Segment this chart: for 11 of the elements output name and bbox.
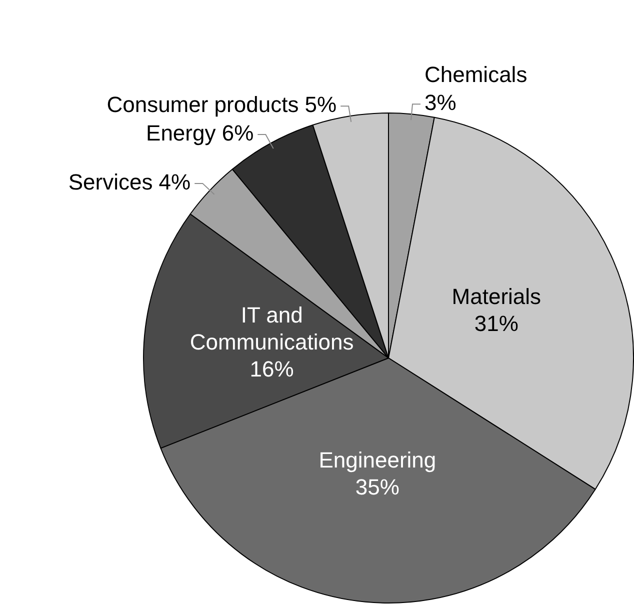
slice-label: Engineering <box>318 448 436 473</box>
slice-label: Consumer products 5% <box>106 92 337 118</box>
slice-label: IT and Communications <box>190 302 354 354</box>
data-label: 16% <box>250 356 294 382</box>
slice-label: Materials <box>452 284 542 309</box>
data-label: 31% <box>474 310 518 336</box>
slice-label: Chemicals <box>424 62 528 88</box>
slice-label: Services 4% <box>68 170 191 195</box>
data-label: 35% <box>355 474 400 500</box>
slice-label: Energy 6% <box>146 120 254 146</box>
data-label: 3% <box>424 90 456 116</box>
